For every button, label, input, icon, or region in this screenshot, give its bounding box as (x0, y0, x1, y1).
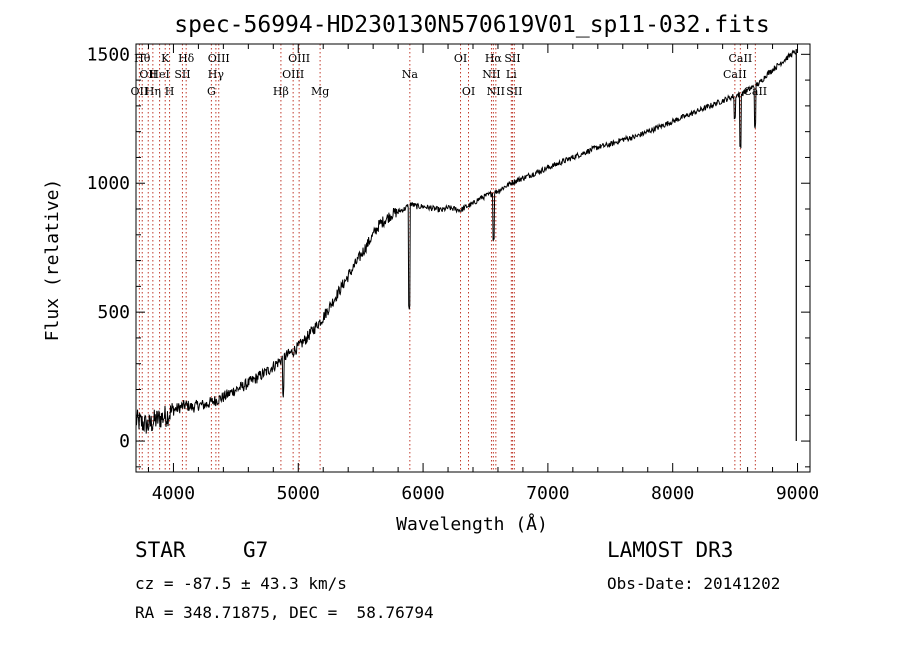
chart-title: spec-56994-HD230130N570619V01_sp11-032.f… (174, 12, 769, 38)
spectral-line-label: NII (482, 68, 500, 81)
spectral-line-label: Hδ (178, 52, 195, 65)
spectral-line-label: OI (454, 52, 467, 65)
spectral-line-label: SII (174, 68, 190, 81)
spectral-line-label: Na (402, 68, 419, 81)
spectral-line-label: OII (139, 68, 157, 81)
spectral-line-label: SII (504, 52, 520, 65)
spectral-line-label: Hθ (134, 52, 151, 65)
x-tick-label: 7000 (526, 483, 569, 504)
spectral-line-label: Hα (485, 52, 503, 65)
spectral-line-label: Li (506, 68, 517, 81)
spectrum-series (135, 49, 797, 442)
y-tick-label: 1000 (87, 173, 130, 194)
x-tick-label: 9000 (776, 483, 819, 504)
axes: 4000 5000 6000 7000 8000 9000 0 500 1000 1500 (87, 43, 819, 504)
spectral-line-label: OIII (288, 52, 310, 65)
x-tick-label: 8000 (651, 483, 694, 504)
spectral-line-label: H (165, 85, 175, 98)
spectral-line-label: Hβ (273, 85, 289, 98)
x-tick-label: 5000 (277, 483, 320, 504)
spectral-line-label: SII (506, 85, 522, 98)
y-axis-label: Flux (relative) (42, 179, 63, 342)
spectral-line-label: Mg (311, 85, 329, 98)
spectral-line-label: Hη (145, 85, 161, 98)
spectral-line-label: OIII (282, 68, 304, 81)
spectral-line-labels: OIIHθOIIHηHeIKHSIIHδGHγOIIIHβOIIIOIIIMgN… (131, 52, 768, 98)
y-tick-label: 1500 (87, 44, 130, 65)
spectral-line-label: G (207, 85, 216, 98)
spectral-line-label: Hγ (208, 68, 225, 81)
x-tick-label: 4000 (152, 483, 195, 504)
spectral-line-label: NII (487, 85, 505, 98)
object-subclass: G7 (243, 538, 269, 562)
object-class: STAR (135, 538, 186, 562)
plot-frame (135, 43, 811, 473)
spectral-line-label: CaII (729, 52, 753, 65)
survey-name: LAMOST DR3 (607, 538, 734, 562)
spectral-line-label: HeI (149, 68, 169, 81)
obs-date: Obs-Date: 20141202 (607, 574, 781, 593)
coordinates: RA = 348.71875, DEC = 58.76794 (135, 603, 434, 622)
redshift-value: cz = -87.5 ± 43.3 km/s (135, 574, 347, 593)
spectral-line-label: OI (462, 85, 475, 98)
spectral-line-label: OIII (208, 52, 230, 65)
x-tick-label: 6000 (401, 483, 444, 504)
spectral-line-markers (138, 44, 756, 472)
spectrum-line (135, 49, 797, 434)
spectral-line-label: K (161, 52, 170, 65)
spectral-line-label: CaII (723, 68, 747, 81)
y-tick-label: 500 (97, 302, 130, 323)
y-tick-label: 0 (119, 431, 130, 452)
spectral-line-label: OII (131, 85, 149, 98)
x-axis-label: Wavelength (Å) (396, 513, 548, 535)
